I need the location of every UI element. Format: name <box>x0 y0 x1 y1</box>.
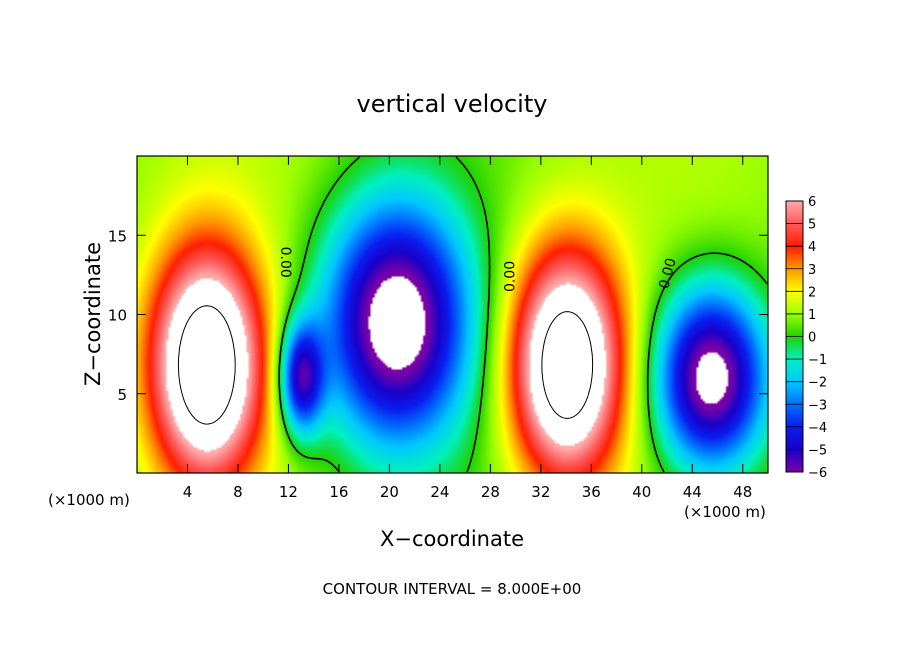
x-tick-label: 20 <box>380 483 399 501</box>
y-axis-label: Z−coordinate <box>81 242 105 386</box>
x-tick-label: 8 <box>233 483 243 501</box>
x-axis: 4 8 12 16 20 24 28 32 36 40 44 48 <box>183 156 752 501</box>
x-unit-label-right: (×1000 m) <box>684 503 766 521</box>
y-tick-label: 5 <box>117 386 127 404</box>
x-tick-label: 32 <box>531 483 550 501</box>
colorbar-tick-label: 4 <box>808 240 816 255</box>
colorbar: 6 5 4 3 2 1 0 −1 −2 −3 −4 −5 −6 <box>785 195 827 481</box>
heatmap-field <box>137 156 768 473</box>
x-tick-label: 48 <box>733 483 752 501</box>
colorbar-tick-label: −5 <box>808 443 827 458</box>
contour-label: 0.00 <box>656 256 680 290</box>
contour-label: 0.00 <box>502 261 518 292</box>
colorbar-tick-label: 3 <box>808 263 816 278</box>
colorbar-tick-label: −6 <box>808 466 827 481</box>
x-unit-label-left: (×1000 m) <box>48 491 130 509</box>
contour-interval-note: CONTOUR INTERVAL = 8.000E+00 <box>323 580 582 598</box>
x-tick-label: 40 <box>632 483 651 501</box>
plot-area: 0.00 0.00 0.00 4 8 12 16 20 24 28 32 36 40 44 48 5101… <box>108 155 769 501</box>
colorbar-tick-label: 6 <box>808 195 816 210</box>
colorbar-tick-label: −4 <box>808 421 827 436</box>
contour-line <box>278 156 768 473</box>
colorbar-tick-label: −3 <box>808 398 827 413</box>
colorbar-tick-label: 0 <box>808 331 816 346</box>
colorbar-tick-label: −2 <box>808 376 827 391</box>
y-tick-label: 10 <box>108 307 127 325</box>
contour-label-layer: 0.00 0.00 0.00 <box>277 247 680 292</box>
chart-title: vertical velocity <box>357 90 548 118</box>
x-tick-label: 4 <box>183 483 193 501</box>
x-tick-label: 24 <box>430 483 449 501</box>
x-axis-label: X−coordinate <box>380 527 524 551</box>
contour-line <box>177 305 594 425</box>
x-tick-label: 16 <box>329 483 348 501</box>
colorbar-tick-label: 1 <box>808 308 816 323</box>
colorbar-tick-label: 5 <box>808 218 816 233</box>
colorbar-ticks: 6 5 4 3 2 1 0 −1 −2 −3 −4 −5 −6 <box>786 195 827 481</box>
colorbar-tick-label: −1 <box>808 353 827 368</box>
x-tick-label: 28 <box>481 483 500 501</box>
colorbar-tick-label: 2 <box>808 285 816 300</box>
y-axis: 5 10 15 <box>108 227 768 404</box>
x-tick-label: 36 <box>582 483 601 501</box>
y-tick-label: 15 <box>108 227 127 245</box>
x-tick-label: 12 <box>279 483 298 501</box>
contour-label: 0.00 <box>277 247 293 278</box>
x-tick-label: 44 <box>683 483 702 501</box>
contour-layer <box>177 156 768 473</box>
